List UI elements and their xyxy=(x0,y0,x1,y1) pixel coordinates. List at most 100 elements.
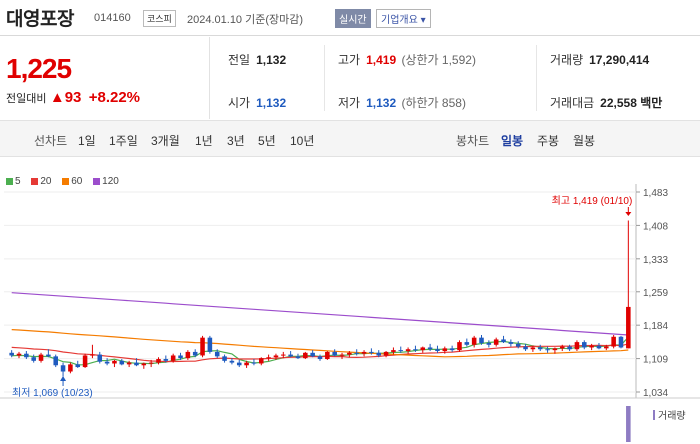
legend-swatch xyxy=(6,177,13,185)
candle-body xyxy=(31,357,36,361)
candle-body xyxy=(383,351,389,356)
candle-body xyxy=(582,342,587,348)
candle-body xyxy=(501,339,506,343)
candle-body xyxy=(471,337,477,345)
candle-body xyxy=(192,351,198,356)
stat-label: 거래대금 xyxy=(550,96,595,110)
candle-body xyxy=(449,348,455,351)
stat-label: 전일 xyxy=(228,53,251,67)
candle-body xyxy=(126,362,132,365)
stat-value: 1,132 xyxy=(256,96,287,110)
candle-body xyxy=(626,306,631,349)
candle-body xyxy=(442,348,448,352)
down-arrow-icon xyxy=(625,212,632,216)
candle-body xyxy=(24,353,29,358)
candle-body xyxy=(68,364,73,372)
legend-swatch xyxy=(31,177,39,185)
tab-weekly[interactable]: 주봉 xyxy=(537,134,560,148)
legend-label: 120 xyxy=(102,176,119,187)
ma-line-120 xyxy=(11,292,629,336)
stat-prev-close: 전일 1,132 xyxy=(228,51,286,68)
candle-body xyxy=(82,355,88,368)
legend-swatch xyxy=(62,177,70,185)
tab-10y[interactable]: 10년 xyxy=(290,134,315,148)
candle-body xyxy=(46,354,51,357)
candle-body xyxy=(325,351,330,360)
candle-body xyxy=(163,359,169,361)
candle-body xyxy=(97,354,103,362)
current-price: 1,225 xyxy=(6,53,72,84)
realtime-button[interactable]: 실시간 xyxy=(335,9,371,28)
candle-body xyxy=(185,351,191,359)
candle-body xyxy=(530,347,536,350)
stat-low: 저가 1,132 (하한가 858) xyxy=(338,94,466,111)
candle-body xyxy=(60,365,66,372)
min-price-label: 최저 1,069 (10/23) xyxy=(12,387,93,399)
candle-body xyxy=(148,362,154,364)
candle-body xyxy=(435,349,440,352)
candle-body xyxy=(574,342,580,350)
change-percent: +8.22% xyxy=(88,89,141,106)
candle-body xyxy=(258,358,264,364)
candle-body xyxy=(244,362,249,366)
candle-body xyxy=(317,356,323,360)
y-tick-label: 1,109 xyxy=(643,355,668,366)
candle-body xyxy=(479,337,484,344)
candle-body xyxy=(273,355,279,358)
candle-body xyxy=(266,357,271,359)
y-tick-label: 1,259 xyxy=(643,288,668,299)
candle-body xyxy=(310,352,315,357)
candle-body xyxy=(464,342,470,345)
market-badge: 코스피 xyxy=(143,10,176,27)
chart-area: 5 20 60 120 1,483 1,408 1,333 1,259 1,184 1,1… xyxy=(0,170,700,444)
stats-panel: 전일 1,132 고가 1,419 (상한가 1,592) 거래량 17,290,41… xyxy=(210,37,700,119)
candlestick-chart[interactable]: 1,483 1,408 1,333 1,259 1,184 1,109 1,034 최고 1,… xyxy=(0,170,700,444)
candle-body xyxy=(207,337,213,352)
up-arrow-icon xyxy=(60,376,67,381)
legend-label: 5 xyxy=(15,176,21,187)
candle-body xyxy=(376,352,382,356)
stat-trade-amount: 거래대금 22,558 백만 xyxy=(550,94,662,111)
legend-label: 20 xyxy=(40,176,52,187)
candle-body xyxy=(229,360,235,363)
tab-3m[interactable]: 3개월 xyxy=(151,134,180,148)
candle-body xyxy=(295,356,301,359)
tab-1w[interactable]: 1주일 xyxy=(109,134,138,148)
candle-body xyxy=(156,359,161,363)
stock-header: 대영포장 014160 코스피 2024.01.10 기준(장마감) 실시간 기… xyxy=(0,0,700,36)
candle-body xyxy=(170,355,176,361)
candle-body xyxy=(303,352,308,359)
tab-daily[interactable]: 일봉 xyxy=(501,134,524,148)
legend-ma20: 20 xyxy=(31,176,51,187)
stat-unit: 백만 xyxy=(640,96,663,110)
y-tick-label: 1,034 xyxy=(643,388,668,399)
candle-body xyxy=(178,355,183,359)
stat-value: 1,419 xyxy=(366,53,397,67)
candle-body xyxy=(398,350,404,352)
legend-swatch xyxy=(93,177,101,185)
candle-body xyxy=(493,339,499,345)
candle-body xyxy=(361,351,367,354)
divider xyxy=(536,45,537,111)
tab-1d[interactable]: 1일 xyxy=(78,134,96,148)
tab-5y[interactable]: 5년 xyxy=(258,134,276,148)
volume-bar xyxy=(626,406,631,442)
candle-body xyxy=(288,354,293,357)
candle-body xyxy=(611,336,616,347)
candle-body xyxy=(200,337,205,356)
candle-body xyxy=(559,346,565,349)
tab-3y[interactable]: 3년 xyxy=(227,134,245,148)
candle-body xyxy=(119,360,125,365)
tab-1y[interactable]: 1년 xyxy=(195,134,213,148)
candle-body xyxy=(236,362,242,366)
legend-ma5: 5 xyxy=(6,176,21,187)
stat-sub: (상한가 1,592) xyxy=(401,53,476,67)
tab-monthly[interactable]: 월봉 xyxy=(573,134,596,148)
candle-body xyxy=(134,362,139,366)
divider xyxy=(324,45,325,111)
candle-body xyxy=(222,356,227,361)
candle-body xyxy=(16,353,22,356)
stat-sub: (하한가 858) xyxy=(401,96,466,110)
company-info-dropdown[interactable]: 기업개요 ▾ xyxy=(376,9,431,28)
ma-legend: 5 20 60 120 xyxy=(6,176,127,187)
